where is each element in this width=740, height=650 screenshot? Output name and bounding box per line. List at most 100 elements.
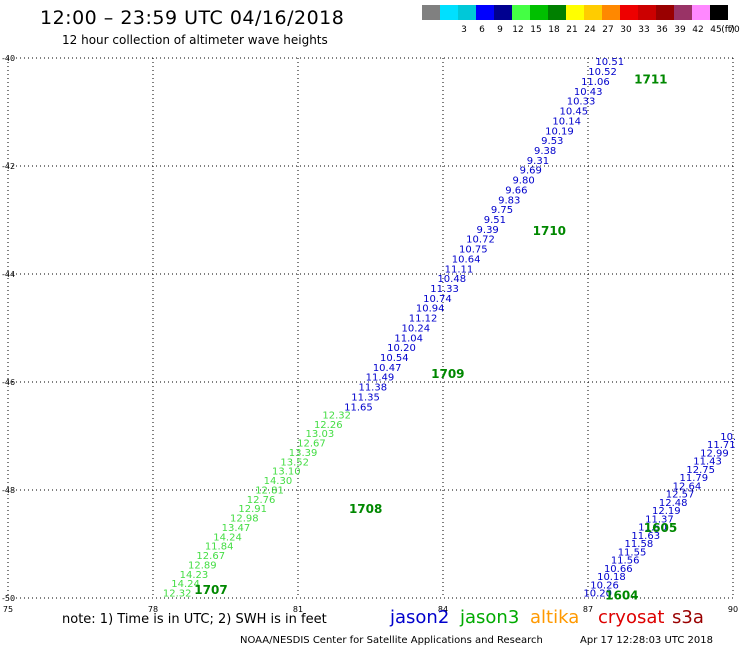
wave-height-value: 13.52	[280, 457, 309, 468]
wave-height-value: 10.75	[459, 245, 488, 256]
legend-label: 27	[602, 25, 614, 35]
wave-height-value: 10.45	[560, 107, 589, 118]
wave-height-value: 10.	[720, 432, 736, 443]
wave-height-value: 13.39	[289, 448, 318, 459]
lon-tick-label: 78	[148, 605, 158, 614]
wave-height-value: 10.24	[402, 323, 431, 334]
wave-height-value: 11.33	[430, 284, 459, 295]
wave-height-value: 13.03	[306, 429, 335, 440]
legend-swatch	[620, 5, 638, 20]
wave-height-value: 13.47	[222, 523, 251, 534]
legend-swatch	[530, 5, 548, 20]
legend-swatch	[494, 5, 512, 20]
wave-height-value: 10.26	[590, 580, 619, 591]
wave-height-value: 12.75	[686, 465, 715, 476]
wave-height-value: 9.75	[491, 205, 513, 216]
legend-swatch	[422, 5, 440, 20]
wave-height-value: 9.80	[512, 176, 534, 187]
legend-label: 70	[728, 25, 740, 35]
wave-height-value: 10.54	[380, 353, 409, 364]
wave-height-value: 10.52	[588, 67, 617, 78]
generation-timestamp: Apr 17 12:28:03 UTC 2018	[580, 635, 713, 646]
wave-height-value: 9.39	[477, 225, 499, 236]
wave-height-value: 12.67	[297, 439, 326, 450]
footer-note: note: 1) Time is in UTC; 2) SWH is in fe…	[62, 612, 327, 627]
wave-height-value: 10.64	[452, 254, 481, 265]
legend-label: 12	[512, 25, 524, 35]
wave-height-value: 10.20	[387, 343, 416, 354]
wave-height-value: 11.12	[409, 314, 438, 325]
pass-label: 1711	[634, 73, 667, 87]
satellite-name: altika	[530, 607, 580, 628]
wave-height-value: 12.67	[196, 551, 225, 562]
wave-height-value: 9.69	[520, 166, 542, 177]
legend-swatch	[512, 5, 530, 20]
wave-height-value: 11.65	[344, 402, 373, 413]
map-title: 12:00 – 23:59 UTC 04/16/2018	[40, 7, 345, 29]
wave-height-value: 11.43	[693, 457, 722, 468]
credit-line: NOAA/NESDIS Center for Satellite Applica…	[240, 635, 543, 646]
wave-height-value: 11.37	[645, 514, 674, 525]
wave-height-value: 14.24	[213, 532, 242, 543]
wave-height-value: 14.24	[171, 579, 200, 590]
wave-height-value: 11.84	[205, 542, 234, 553]
legend-label: 42	[692, 25, 704, 35]
lat-tick-label: -40	[2, 54, 15, 63]
lon-tick-label: 75	[3, 605, 13, 614]
legend-swatch	[566, 5, 584, 20]
wave-height-value: 11.49	[366, 373, 395, 384]
lon-tick-label: 87	[583, 605, 593, 614]
wave-height-value: 9.53	[541, 136, 563, 147]
wave-height-value: 11.63	[631, 531, 660, 542]
wave-height-value: 9.31	[527, 156, 549, 167]
legend-label: 3	[461, 25, 467, 35]
legend-label: 6	[479, 25, 485, 35]
wave-height-value: 11.58	[625, 539, 654, 550]
wave-height-value: 12.57	[666, 490, 695, 501]
legend-label: 18	[548, 25, 560, 35]
wave-height-value: 10.72	[466, 235, 495, 246]
legend-swatch	[692, 5, 710, 20]
legend-swatch	[548, 5, 566, 20]
legend-swatch	[638, 5, 656, 20]
wave-height-value: 11.06	[581, 77, 610, 88]
wave-height-value: 10.48	[437, 274, 466, 285]
wave-height-value: 10.66	[604, 564, 633, 575]
lat-tick-label: -48	[2, 486, 15, 495]
legend-unit: (ft)	[721, 25, 735, 35]
legend-label: 36	[656, 25, 668, 35]
legend-swatch	[458, 5, 476, 20]
legend-swatch	[440, 5, 458, 20]
wave-height-value: 9.66	[505, 185, 527, 196]
wave-height-value: 12.89	[188, 560, 217, 571]
legend-swatch	[584, 5, 602, 20]
wave-height-value: 11.11	[445, 264, 474, 275]
wave-height-value: 11.55	[618, 547, 647, 558]
lon-tick-label: 84	[438, 605, 448, 614]
wave-height-value: 10.14	[552, 116, 581, 127]
wave-height-value: 11.35	[351, 392, 380, 403]
wave-height-value: 9.38	[534, 146, 556, 157]
lat-tick-label: -50	[2, 594, 15, 603]
legend-label: 39	[674, 25, 686, 35]
legend-swatch	[674, 5, 692, 20]
wave-height-value: 13.10	[272, 467, 301, 478]
legend-label: 45	[710, 25, 722, 35]
wave-height-value: 10.19	[545, 126, 574, 137]
wave-height-value: 12.64	[673, 481, 702, 492]
wave-height-value: 9.83	[498, 195, 520, 206]
wave-height-value: 14.30	[264, 476, 293, 487]
satellite-name: jason2	[390, 607, 450, 628]
lat-tick-label: -46	[2, 378, 15, 387]
legend-label: 9	[497, 25, 503, 35]
wave-height-value: 12.32	[163, 589, 192, 600]
wave-height-value: 11.71	[707, 440, 736, 451]
wave-height-value: 10.33	[567, 97, 596, 108]
legend-label: 15	[530, 25, 542, 35]
wave-height-value: 10.47	[373, 363, 402, 374]
pass-label: 1605	[644, 521, 677, 535]
wave-height-value: 11.79	[680, 473, 709, 484]
pass-label: 1708	[349, 502, 382, 516]
legend-label: 21	[566, 25, 578, 35]
pass-label: 1604	[605, 588, 638, 602]
